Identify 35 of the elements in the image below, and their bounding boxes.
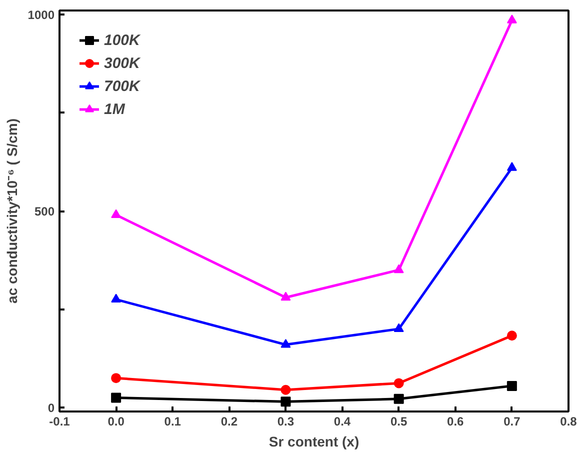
point: [506, 162, 517, 171]
legend-label: 1M: [104, 100, 125, 118]
point: [394, 323, 404, 332]
point: [280, 292, 291, 301]
x-axis-title: Sr content (x): [268, 434, 360, 450]
x-tick-label: 0.4: [334, 414, 351, 428]
legend-label: 100K: [104, 32, 140, 48]
x-tick-label: 0.6: [447, 414, 464, 428]
point: [111, 209, 122, 218]
x-tick-label: 0.3: [277, 414, 294, 428]
point: [394, 378, 404, 388]
x-tick-label: 0.0: [108, 414, 125, 428]
point: [506, 380, 517, 391]
point: [506, 14, 517, 24]
legend-label: 700K: [104, 78, 140, 94]
point: [280, 396, 291, 407]
point: [111, 392, 122, 403]
y-axis-title: ac conductivity*10⁻⁶ ( S/cm): [4, 118, 20, 304]
y-tick-label: 1000: [28, 8, 55, 22]
legend-label: 300K: [104, 54, 140, 72]
x-tick-label: 0.8: [560, 414, 578, 428]
x-tick-label: 0.2: [220, 414, 238, 428]
x-tick-label: -0.1: [49, 414, 70, 428]
x-tick-label: 0.7: [504, 414, 521, 428]
x-tick-label: 0.5: [390, 414, 408, 428]
point: [394, 264, 404, 274]
point: [111, 294, 122, 303]
point: [280, 338, 291, 348]
point: [394, 394, 404, 404]
point: [506, 330, 517, 341]
y-tick-label: 0: [48, 401, 55, 416]
point: [280, 384, 291, 395]
x-tick-label: 0.1: [164, 414, 182, 428]
point: [111, 373, 122, 384]
y-tick-label: 500: [34, 204, 55, 218]
